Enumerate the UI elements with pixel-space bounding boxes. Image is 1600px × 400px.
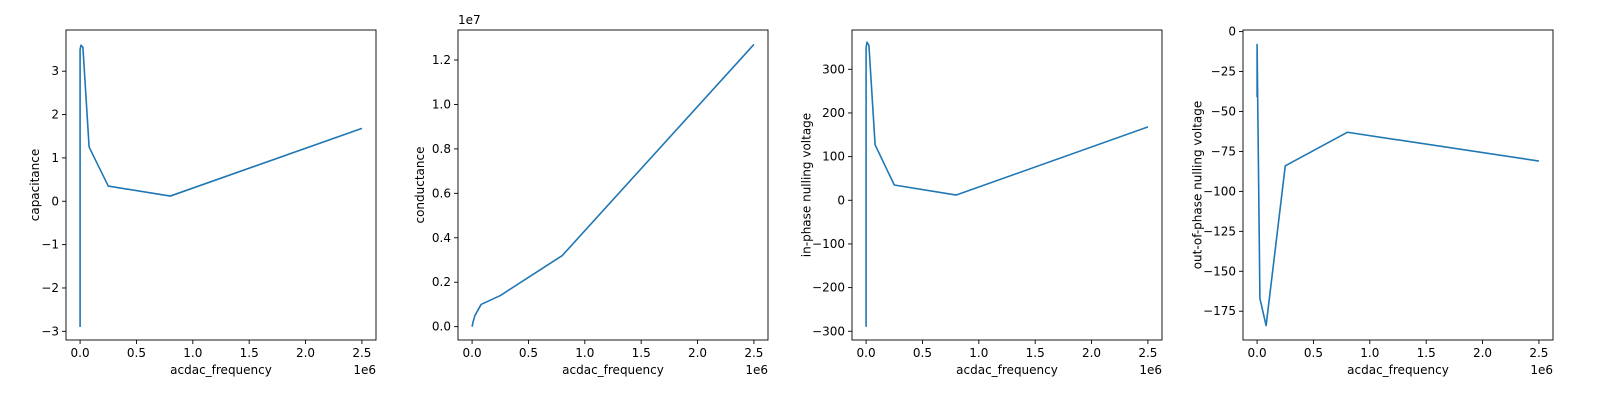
x-offset-label: 1e6 (1530, 363, 1553, 377)
chart-panel-1: 0.0 0.5 1.0 1.5 2.0 2.5 −3 −2 −1 0 1 2 3 acdac_freque… (28, 29, 377, 377)
y-axis-label: conductance (413, 146, 427, 223)
series-line (865, 41, 1149, 327)
y-tick-label: −100 (1203, 184, 1236, 198)
x-tick-label: 2.0 (1473, 346, 1492, 360)
x-tick-label: 1.0 (575, 346, 594, 360)
y-tick-label: 0 (837, 193, 845, 207)
x-tick-label: 2.0 (688, 346, 707, 360)
y-tick-label: 0.8 (432, 142, 451, 156)
x-offset-label: 1e6 (1139, 363, 1162, 377)
x-axis-label: acdac_frequency (956, 363, 1058, 377)
y-tick-label: −1 (41, 238, 59, 252)
x-tick-label: 2.5 (744, 346, 763, 360)
y-tick-label: 1.0 (432, 97, 451, 111)
chart-panel-4: 0.0 0.5 1.0 1.5 2.0 2.5 −175 −150 −125 −100 −75 −50… (1190, 25, 1554, 377)
y-tick-label: −175 (1203, 304, 1236, 318)
y-offset-label: 1e7 (458, 13, 481, 27)
x-tick-label: 1.5 (1417, 346, 1436, 360)
series-line (79, 44, 363, 327)
x-tick-label: 0.5 (913, 346, 932, 360)
x-tick-label: 1.0 (1360, 346, 1379, 360)
y-tick-label: −75 (1211, 144, 1236, 158)
x-tick-label: 1.0 (183, 346, 202, 360)
chart-panel-3: 0.0 0.5 1.0 1.5 2.0 2.5 −300 −200 −100 0 100 200 300… (799, 29, 1163, 377)
chart-panel-2: 0.0 0.5 1.0 1.5 2.0 2.5 0.0 0.2 0.4 0.6 0.8 1.0 1.2 a… (413, 13, 769, 377)
y-tick-label: −150 (1203, 264, 1236, 278)
y-tick-label: −25 (1211, 65, 1236, 79)
plot-frame (65, 29, 377, 341)
x-offset-label: 1e6 (353, 363, 376, 377)
plot-frame (851, 29, 1163, 341)
y-tick-label: −3 (41, 324, 59, 338)
y-tick-label: 1 (51, 151, 59, 165)
y-tick-label: 0.6 (432, 186, 451, 200)
y-tick-label: −50 (1211, 104, 1236, 118)
x-tick-label: 0.5 (1304, 346, 1323, 360)
series-line (1256, 43, 1540, 327)
x-offset-label: 1e6 (745, 363, 768, 377)
y-tick-label: −300 (812, 324, 845, 338)
y-tick-label: 0 (1228, 25, 1236, 39)
y-tick-label: −100 (812, 237, 845, 251)
y-tick-label: 0.4 (432, 231, 451, 245)
x-tick-label: 2.5 (352, 346, 371, 360)
y-axis-label: capacitance (28, 149, 42, 222)
x-tick-label: 0.0 (463, 346, 482, 360)
x-tick-label: 1.5 (240, 346, 259, 360)
y-tick-label: −200 (812, 281, 845, 295)
y-tick-label: 1.2 (432, 53, 451, 67)
x-axis-label: acdac_frequency (1347, 363, 1449, 377)
plot-frame (1242, 29, 1554, 341)
plot-frame (457, 29, 769, 341)
y-tick-label: 0.2 (432, 275, 451, 289)
x-tick-label: 1.5 (1026, 346, 1045, 360)
x-tick-label: 1.0 (969, 346, 988, 360)
x-tick-label: 0.5 (127, 346, 146, 360)
y-tick-label: 2 (51, 108, 59, 122)
x-tick-label: 2.0 (1082, 346, 1101, 360)
x-tick-label: 0.0 (857, 346, 876, 360)
x-tick-label: 2.5 (1529, 346, 1548, 360)
x-tick-label: 0.5 (519, 346, 538, 360)
y-tick-label: 0.0 (432, 320, 451, 334)
series-line (471, 43, 755, 327)
x-axis-label: acdac_frequency (562, 363, 664, 377)
y-axis-label: in-phase nulling voltage (799, 113, 813, 257)
y-tick-label: 3 (51, 64, 59, 78)
x-tick-label: 2.5 (1138, 346, 1157, 360)
y-tick-label: 0 (51, 194, 59, 208)
y-tick-label: 100 (822, 150, 845, 164)
y-tick-label: −2 (41, 281, 59, 295)
y-tick-label: −125 (1203, 224, 1236, 238)
y-tick-label: 200 (822, 106, 845, 120)
x-tick-label: 1.5 (632, 346, 651, 360)
x-tick-label: 2.0 (296, 346, 315, 360)
x-axis-label: acdac_frequency (170, 363, 272, 377)
y-tick-label: 300 (822, 62, 845, 76)
x-tick-label: 0.0 (71, 346, 90, 360)
y-axis-label: out-of-phase nulling voltage (1190, 101, 1204, 270)
x-tick-label: 0.0 (1248, 346, 1267, 360)
